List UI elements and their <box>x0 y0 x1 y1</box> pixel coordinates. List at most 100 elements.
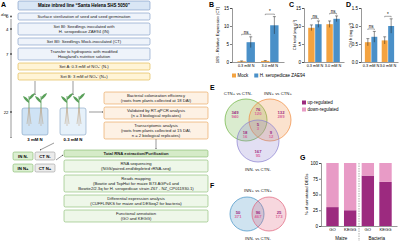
error-line <box>318 21 319 27</box>
bar <box>333 19 339 62</box>
flow-text: Set A: 0.3 mM of NO₃⁻ (N-) <box>59 64 109 69</box>
bar-segment <box>379 182 391 226</box>
y-tick-label: 10 <box>224 24 230 29</box>
y-tick: 25 <box>313 208 321 213</box>
legend-swatch <box>302 108 306 112</box>
error-cap <box>317 20 320 21</box>
error-bar <box>273 17 276 34</box>
legend-label: up-regulated <box>308 100 334 105</box>
flow-text: Surface sterilization of seed and seed g… <box>38 14 132 19</box>
y-tick: 0 <box>298 60 304 65</box>
y-tick: 0 <box>315 224 321 229</box>
y-tick-label: 0.0 <box>352 60 359 65</box>
error-line <box>367 39 368 46</box>
flow-box <box>104 107 208 119</box>
x-tick-label: 3.0 mM N <box>325 64 342 68</box>
treatment-label: 0.3 mM N <box>64 137 83 142</box>
bar-segment <box>362 163 374 176</box>
venn-down-count: 16 <box>243 134 248 139</box>
flow-text: Hoagland's nutritive solution <box>58 54 111 59</box>
x-tick-label: KEGG <box>344 227 356 232</box>
y-tick-mark <box>319 210 321 211</box>
day-label: 4 <box>6 27 9 32</box>
y-tick-mark <box>302 26 304 27</box>
error-bar <box>240 60 243 62</box>
group-box <box>35 164 55 172</box>
bar <box>237 61 245 62</box>
bar-segment <box>344 210 356 226</box>
panel-label: E <box>210 84 215 91</box>
error-line <box>391 19 392 33</box>
x-tick-label: 3.0 mM N <box>262 64 279 68</box>
group-label: CT N- <box>39 154 51 159</box>
y-tick-label: 15 <box>224 6 230 11</box>
y-tick-label: 25 <box>313 208 319 213</box>
error-cap <box>390 18 393 19</box>
x-tick: 3.0 mM N <box>325 64 342 68</box>
chart-3: G0255075100GOKEGGGOKEGG% of annotated DE… <box>300 100 398 241</box>
y-tick-label: 75 <box>313 177 319 182</box>
y-axis: 0 5 10 15 <box>296 6 305 65</box>
x-tick: GO <box>329 227 336 232</box>
venn-down-count: 120 <box>255 111 263 116</box>
group-label: Maize <box>335 236 348 241</box>
y-axis: 0255075100 <box>310 161 321 229</box>
y-axis-line <box>319 164 322 227</box>
error-bar <box>383 37 386 44</box>
y-tick: 0.0 <box>352 60 361 65</box>
venn-down-count: 12 <box>269 134 274 139</box>
x-tick-label: 0.3 mM N <box>307 64 324 68</box>
y-axis-line <box>302 9 305 63</box>
bar-segment <box>344 163 356 210</box>
venn-down-count: 940 <box>232 114 240 119</box>
venn-1: FINN+ vs CTN+INN- vs CTN-503719646725173 <box>210 182 286 241</box>
x-tick: 0.3 mM N <box>238 64 255 68</box>
marks <box>308 16 340 62</box>
flow-text: H. seropedicae ZAE94 (IN) <box>59 29 110 34</box>
plant-leaf <box>67 93 73 100</box>
x-tick-label: 0.3 mM N <box>363 64 380 68</box>
error-line <box>329 21 330 27</box>
error-bar <box>335 16 338 22</box>
y-tick-mark <box>319 179 321 180</box>
x-axis: 0.3 mM N3.0 mM N <box>362 63 399 68</box>
y-tick: 1.5 <box>352 6 361 11</box>
y-tick: 5 <box>226 42 232 47</box>
y-tick: 1.0 <box>352 24 361 29</box>
y-tick-mark <box>359 62 361 63</box>
day-dot <box>10 53 12 55</box>
x-tick-label: KEGG <box>379 227 391 232</box>
flow-arrow <box>11 19 12 138</box>
flow-text: Bowtie2/2.3q for H. seropedicae strain Z… <box>78 186 194 191</box>
bar <box>326 24 332 62</box>
y-tick-label: 15 <box>296 6 302 11</box>
venn-down-count: 3 <box>257 126 260 131</box>
y-tick: 10 <box>296 24 304 29</box>
x-tick-label: 3.0 mM N <box>380 64 397 68</box>
group-label: IN N- <box>18 154 29 159</box>
day-label: 22 <box>4 110 9 115</box>
panel-label: F <box>210 182 215 189</box>
bar <box>261 61 269 62</box>
plant-root <box>27 108 31 126</box>
y-tick-mark <box>319 226 321 227</box>
error-bar <box>264 60 267 62</box>
legend-swatch <box>302 101 306 105</box>
x-tick-label: 0.3 mM N <box>238 64 255 68</box>
venn-0: ECTN+ vs CTN-INN+ vs CTN+INN- vs CTN-349… <box>210 84 292 172</box>
venn-down-count: 173 <box>276 214 284 219</box>
flow-arrow <box>35 81 36 95</box>
x-tick: KEGG <box>344 227 356 232</box>
flow-text: (GO and KEGG) <box>121 216 152 221</box>
y-axis-title: Chl total (mg g⁻¹) <box>292 19 297 50</box>
plant-leaf <box>41 93 47 100</box>
error-bar <box>390 19 393 33</box>
bar-segment <box>362 176 374 226</box>
y-tick-mark <box>359 8 361 9</box>
y-tick-label: 5 <box>298 42 301 47</box>
venn-down-count: 371 <box>235 214 243 219</box>
error-line <box>274 17 275 34</box>
error-cap <box>240 60 243 61</box>
treatment-label: 3 mM N <box>27 137 42 142</box>
flow-box <box>18 38 150 45</box>
